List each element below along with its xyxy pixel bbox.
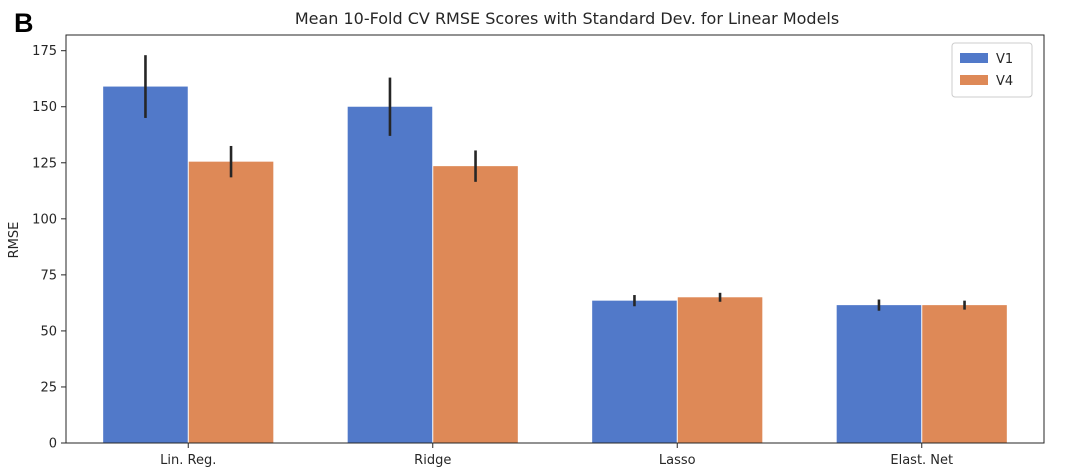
y-tick-label: 100 <box>32 212 57 227</box>
y-tick-label: 50 <box>40 324 57 339</box>
y-axis-label: RMSE <box>7 222 22 259</box>
bar-v4-1 <box>188 161 274 443</box>
x-tick-label: Lasso <box>659 453 696 468</box>
x-tick-label: Ridge <box>414 453 451 468</box>
y-tick-label: 150 <box>32 100 57 115</box>
legend-label-v4: V4 <box>996 74 1013 89</box>
bar-v1-1 <box>103 86 188 444</box>
bar-v4-2 <box>433 166 518 443</box>
x-tick-label: Lin. Reg. <box>160 453 216 468</box>
plot-area: 0 25 50 75 100 125 150 175 Lin. Reg. Ridge Lasso El… <box>32 34 1045 468</box>
panel-letter: B <box>14 8 34 38</box>
bar-v1-3 <box>592 300 677 443</box>
bar-v1-2 <box>347 106 433 443</box>
y-tick-label: 25 <box>40 380 57 395</box>
legend-label-v1: V1 <box>996 52 1013 67</box>
y-tick-label: 0 <box>49 437 57 452</box>
axes-frame <box>65 34 1045 444</box>
legend-swatch-v1 <box>960 53 988 63</box>
x-tick-label: Elast. Net <box>890 453 953 468</box>
y-tick-label: 175 <box>32 44 57 59</box>
y-tick-label: 125 <box>32 156 57 171</box>
y-tick-label: 75 <box>40 268 57 283</box>
legend-swatch-v4 <box>960 75 988 85</box>
bar-v1-4 <box>836 305 922 443</box>
bar-v4-4 <box>922 305 1007 443</box>
legend-box <box>951 42 1033 98</box>
chart-title: Mean 10-Fold CV RMSE Scores with Standar… <box>295 9 839 28</box>
bar-v4-3 <box>677 297 763 443</box>
